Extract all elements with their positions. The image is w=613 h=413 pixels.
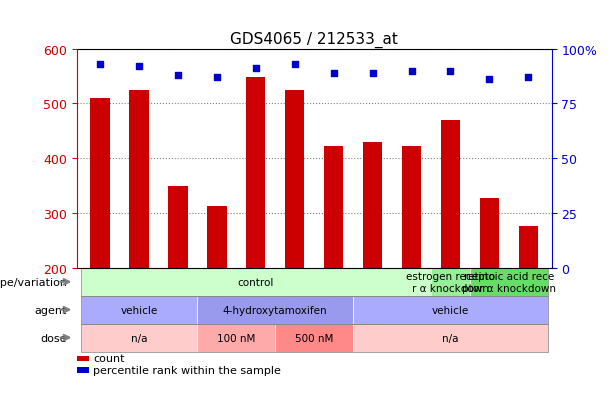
Text: 100 nM: 100 nM — [217, 333, 256, 343]
Bar — [77, 368, 88, 373]
Bar — [519, 226, 538, 268]
FancyBboxPatch shape — [80, 324, 197, 352]
Bar — [363, 142, 383, 268]
Bar — [80, 324, 548, 352]
Bar — [77, 356, 88, 362]
Point — [251, 66, 261, 73]
Point — [524, 75, 533, 81]
Text: dose: dose — [40, 333, 67, 343]
Point — [134, 64, 144, 70]
Point — [290, 62, 300, 68]
Point — [406, 68, 416, 75]
Bar — [80, 296, 548, 324]
Bar — [402, 147, 421, 268]
Bar — [246, 78, 265, 268]
FancyBboxPatch shape — [80, 296, 197, 324]
Bar — [285, 90, 305, 268]
FancyBboxPatch shape — [470, 268, 548, 296]
Bar — [80, 268, 548, 296]
Point — [95, 62, 105, 68]
Point — [446, 68, 455, 75]
Text: retinoic acid rece
ptor α knockdown: retinoic acid rece ptor α knockdown — [462, 271, 556, 293]
Point — [329, 70, 338, 77]
Text: genotype/variation: genotype/variation — [0, 277, 67, 287]
Bar — [168, 186, 188, 268]
FancyBboxPatch shape — [353, 296, 548, 324]
FancyBboxPatch shape — [197, 296, 353, 324]
Text: agent: agent — [35, 305, 67, 315]
Point — [368, 70, 378, 77]
Text: estrogen recepto
r α knockdown: estrogen recepto r α knockdown — [406, 271, 495, 293]
FancyBboxPatch shape — [275, 324, 353, 352]
Bar — [207, 207, 227, 268]
Bar — [129, 90, 149, 268]
Point — [484, 77, 494, 83]
FancyBboxPatch shape — [197, 324, 275, 352]
Text: 500 nM: 500 nM — [295, 333, 333, 343]
Text: count: count — [93, 354, 125, 363]
Bar — [90, 99, 110, 268]
Text: percentile rank within the sample: percentile rank within the sample — [93, 366, 281, 375]
Text: 4-hydroxytamoxifen: 4-hydroxytamoxifen — [223, 305, 327, 315]
Text: vehicle: vehicle — [120, 305, 158, 315]
Bar — [441, 121, 460, 268]
Point — [173, 73, 183, 79]
Point — [212, 75, 222, 81]
Text: vehicle: vehicle — [432, 305, 469, 315]
FancyBboxPatch shape — [431, 268, 470, 296]
Text: n/a: n/a — [131, 333, 147, 343]
Text: n/a: n/a — [442, 333, 459, 343]
Text: control: control — [238, 277, 274, 287]
FancyBboxPatch shape — [353, 324, 548, 352]
FancyBboxPatch shape — [80, 268, 431, 296]
Bar — [324, 147, 343, 268]
Title: GDS4065 / 212533_at: GDS4065 / 212533_at — [230, 32, 398, 48]
Bar — [479, 198, 499, 268]
